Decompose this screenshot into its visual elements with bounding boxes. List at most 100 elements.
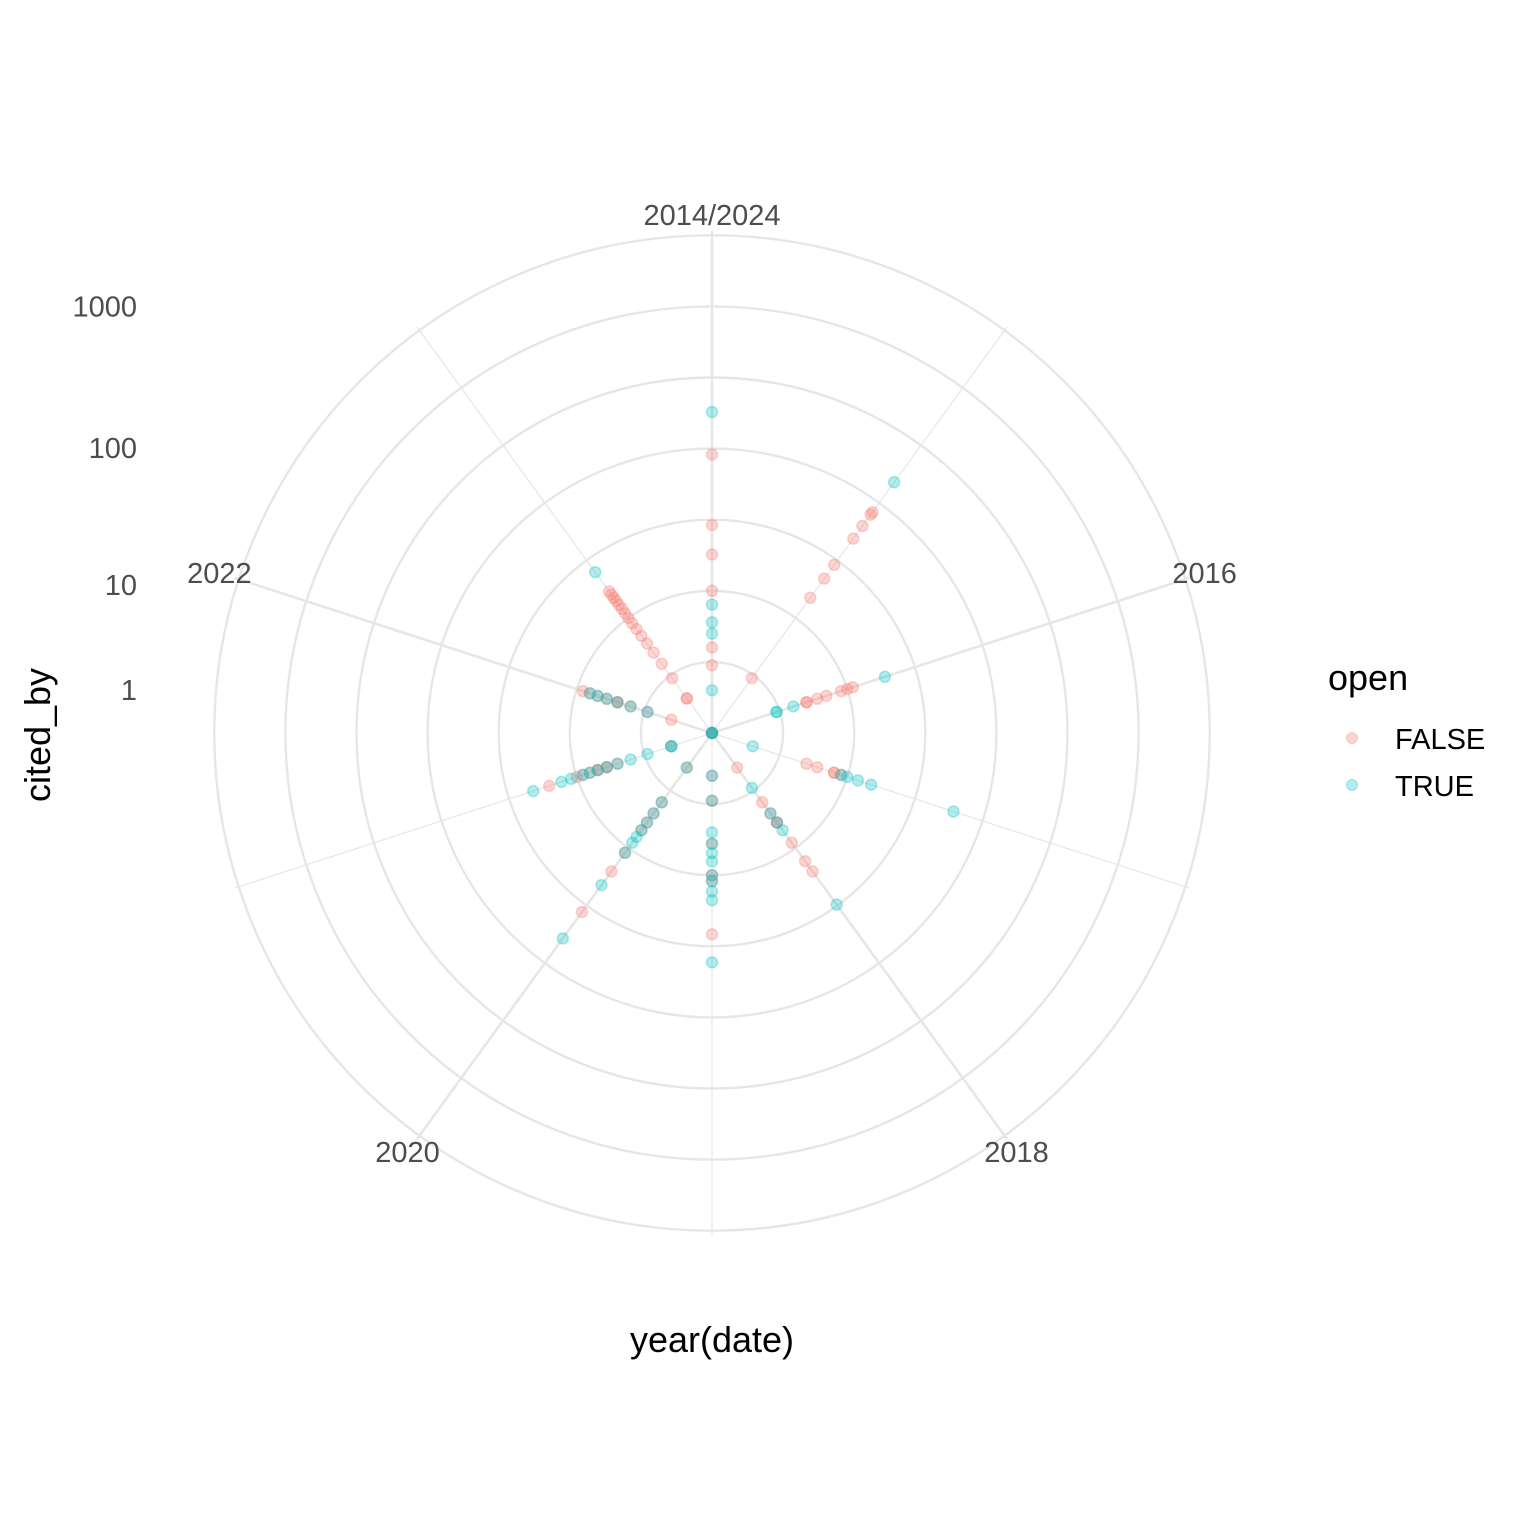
- data-point: [705, 616, 719, 629]
- data-point: [576, 768, 590, 782]
- legend-key-true: [1346, 779, 1358, 791]
- data-point: [705, 855, 719, 868]
- data-point: [851, 774, 865, 787]
- data-point: [600, 760, 614, 774]
- data-point: [611, 696, 624, 709]
- x-tick-label: 2018: [984, 1137, 1049, 1169]
- data-point: [591, 763, 604, 777]
- data-point: [542, 779, 556, 793]
- data-point: [630, 622, 643, 636]
- data-point: [618, 606, 632, 620]
- data-point: [705, 893, 719, 907]
- data-point: [804, 591, 817, 604]
- data-point: [680, 761, 694, 774]
- data-point: [611, 696, 624, 709]
- data-point: [607, 591, 620, 604]
- data-point: [827, 558, 841, 572]
- x-tick-label: 2022: [187, 558, 252, 590]
- data-point: [624, 753, 637, 766]
- data-point: [730, 761, 744, 774]
- data-point: [624, 700, 637, 713]
- data-point: [611, 757, 624, 770]
- data-point: [665, 739, 678, 753]
- data-point: [611, 757, 624, 770]
- data-point: [820, 689, 833, 703]
- data-point: [591, 763, 604, 777]
- data-point: [705, 927, 719, 941]
- data-point: [641, 705, 654, 719]
- data-point: [764, 807, 777, 820]
- data-point: [564, 772, 578, 786]
- data-point: [605, 588, 618, 601]
- data-point: [705, 874, 719, 888]
- legend: open FALSE TRUE: [1328, 657, 1485, 803]
- data-point: [705, 518, 719, 532]
- data-point: [640, 637, 654, 650]
- x-axis-title: year(date): [630, 1319, 794, 1360]
- data-point: [647, 807, 660, 820]
- data-point: [806, 865, 819, 878]
- data-point: [856, 519, 869, 533]
- y-axis-title: cited_by: [17, 668, 58, 802]
- data-point: [622, 611, 635, 625]
- data-point: [705, 769, 719, 783]
- data-point: [705, 584, 719, 598]
- data-point: [705, 726, 719, 740]
- data-point: [705, 837, 719, 850]
- data-point: [745, 671, 759, 685]
- data-point: [840, 770, 854, 784]
- data-point: [705, 794, 719, 808]
- data-point: [647, 646, 660, 659]
- data-point: [847, 532, 860, 545]
- data-point: [635, 629, 648, 643]
- data-point: [640, 816, 654, 829]
- data-point: [705, 769, 719, 783]
- major-spoke: [710, 732, 1009, 1140]
- data-point: [575, 905, 589, 919]
- data-point: [785, 836, 799, 850]
- data-point: [605, 865, 618, 878]
- data-point: [624, 700, 637, 713]
- x-tick-label: 2016: [1172, 558, 1237, 590]
- data-point: [583, 766, 597, 779]
- data-point: [705, 726, 719, 740]
- data-point: [705, 885, 719, 898]
- data-point: [846, 680, 860, 694]
- data-point: [705, 641, 719, 654]
- data-point: [635, 823, 648, 837]
- major-spoke: [234, 576, 713, 735]
- x-tick-label: 2014/2024: [643, 200, 780, 232]
- data-point: [705, 598, 719, 611]
- data-point: [680, 761, 694, 774]
- data-point: [705, 658, 719, 672]
- y-tick-label: 1: [121, 675, 137, 707]
- data-point: [705, 868, 719, 882]
- data-point: [864, 778, 878, 791]
- data-point: [705, 726, 719, 740]
- data-point: [647, 807, 660, 820]
- data-point: [630, 830, 643, 844]
- data-point: [705, 794, 719, 808]
- data-points: [526, 405, 960, 969]
- data-point: [800, 696, 813, 709]
- tick-labels: 2014/2024 2016 2018 2020 2022 1000 100 10 1: [72, 200, 1236, 1169]
- data-point: [625, 836, 639, 850]
- minor-spoke: [711, 326, 1008, 734]
- major-spoke: [415, 732, 714, 1140]
- data-point: [583, 687, 597, 700]
- data-point: [641, 747, 654, 761]
- data-point: [635, 823, 648, 837]
- data-point: [756, 796, 769, 809]
- data-point: [600, 692, 614, 706]
- data-point: [705, 548, 719, 561]
- data-point: [600, 692, 614, 706]
- data-point: [665, 739, 678, 753]
- data-point: [591, 763, 604, 777]
- minor-spoke: [711, 732, 1190, 889]
- data-point: [618, 846, 632, 860]
- data-point: [641, 705, 654, 719]
- data-point: [618, 846, 632, 860]
- data-point: [834, 684, 848, 698]
- data-point: [680, 692, 694, 705]
